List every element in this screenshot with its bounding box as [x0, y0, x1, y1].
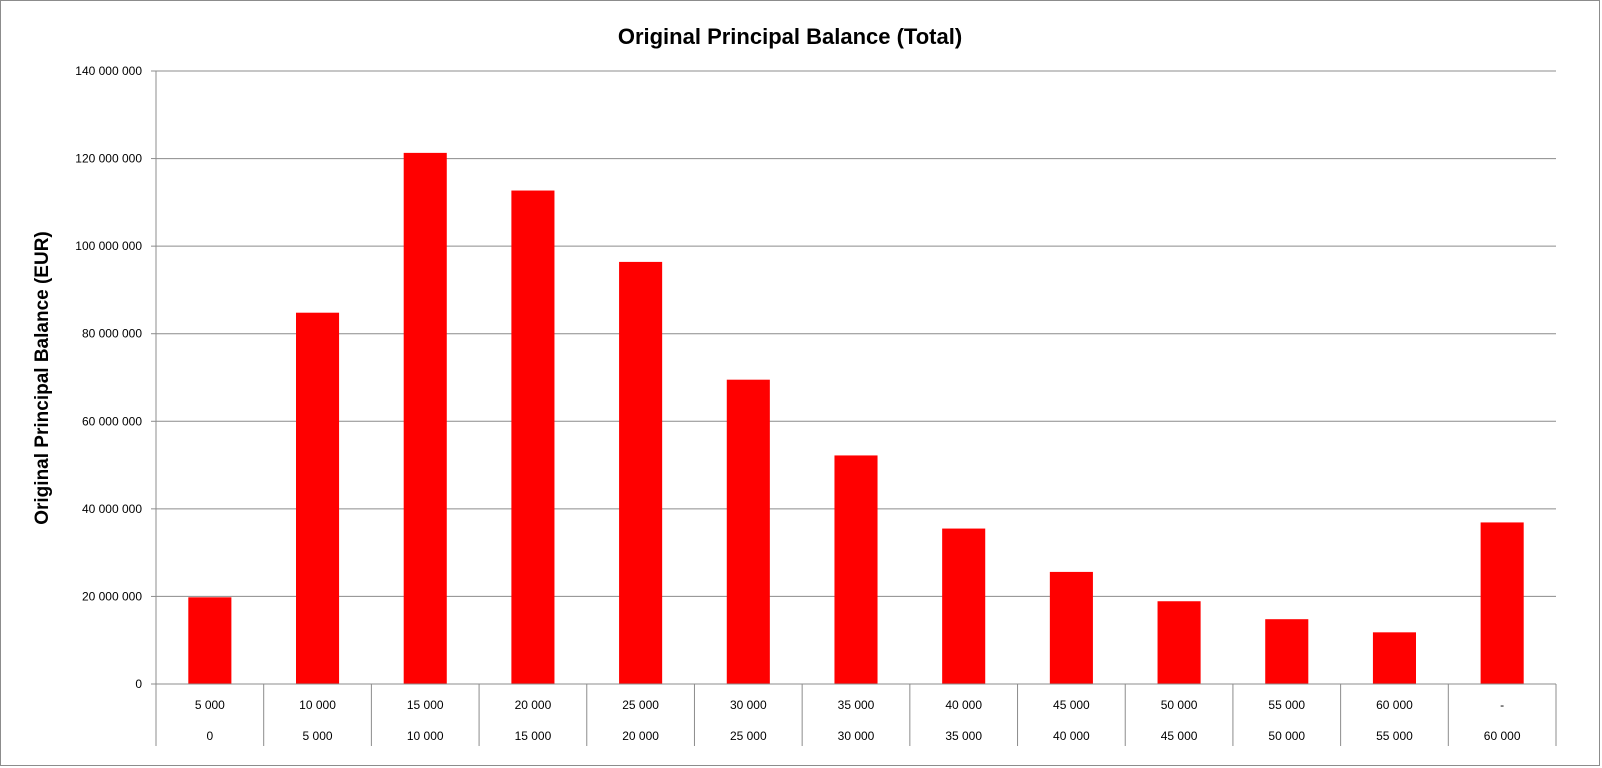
bar — [1157, 601, 1201, 684]
x-tick-label-lower: 5 000 — [303, 729, 333, 743]
bar — [296, 312, 340, 684]
x-tick-label-upper: 45 000 — [1053, 698, 1090, 712]
x-tick-label-upper: 50 000 — [1161, 698, 1198, 712]
x-tick-label-upper: 35 000 — [838, 698, 875, 712]
x-tick-label-upper: - — [1500, 698, 1504, 712]
x-tick-label-upper: 60 000 — [1376, 698, 1413, 712]
x-tick-label-lower: 35 000 — [945, 729, 982, 743]
y-tick-label: 60 000 000 — [82, 414, 142, 428]
bar — [1372, 632, 1416, 684]
x-tick-label-upper: 30 000 — [730, 698, 767, 712]
gridlines — [156, 70, 1556, 597]
x-tick-label-lower: 50 000 — [1268, 729, 1305, 743]
y-tick-label: 120 000 000 — [75, 152, 142, 166]
x-tick-label-upper: 20 000 — [515, 698, 552, 712]
bar — [1265, 619, 1309, 684]
bar — [942, 528, 986, 684]
x-tick-label-lower: 15 000 — [515, 729, 552, 743]
x-tick-label-lower: 40 000 — [1053, 729, 1090, 743]
x-tick-label-upper: 25 000 — [622, 698, 659, 712]
bar — [511, 190, 555, 684]
bar — [188, 597, 232, 684]
bar — [403, 152, 447, 685]
x-tick-label-upper: 15 000 — [407, 698, 444, 712]
y-tick-label: 80 000 000 — [82, 327, 142, 341]
x-tick-label-lower: 20 000 — [622, 729, 659, 743]
x-tick-label-lower: 30 000 — [838, 729, 875, 743]
y-axis-title: Original Principal Balance (EUR) — [32, 231, 53, 525]
bar — [1480, 522, 1524, 684]
axes — [155, 71, 1556, 685]
bar — [1049, 571, 1093, 684]
y-tick-label: 140 000 000 — [75, 64, 142, 78]
x-axis-ticks: 5 000 0 10 000 5 000 15 000 10 000 20 000 15 00… — [155, 684, 1557, 746]
bars — [188, 152, 1524, 685]
chart-title: Original Principal Balance (Total) — [618, 24, 962, 49]
x-tick-label-lower: 10 000 — [407, 729, 444, 743]
x-tick-label-lower: 55 000 — [1376, 729, 1413, 743]
bar — [834, 455, 878, 684]
x-tick-label-lower: 0 — [207, 729, 214, 743]
x-tick-label-upper: 5 000 — [195, 698, 225, 712]
y-tick-label: 100 000 000 — [75, 239, 142, 253]
x-tick-label-upper: 40 000 — [945, 698, 982, 712]
x-tick-label-upper: 55 000 — [1268, 698, 1305, 712]
x-tick-label-upper: 10 000 — [299, 698, 336, 712]
bar — [726, 379, 770, 684]
y-tick-label: 40 000 000 — [82, 502, 142, 516]
y-tick-label: 20 000 000 — [82, 589, 142, 603]
x-tick-label-lower: 45 000 — [1161, 729, 1198, 743]
x-tick-label-lower: 25 000 — [730, 729, 767, 743]
y-tick-label: 0 — [135, 677, 142, 691]
bar — [619, 261, 663, 684]
x-tick-label-lower: 60 000 — [1484, 729, 1521, 743]
y-axis-ticks: 0 20 000 000 40 000 000 60 000 000 80 000 00… — [75, 64, 156, 691]
